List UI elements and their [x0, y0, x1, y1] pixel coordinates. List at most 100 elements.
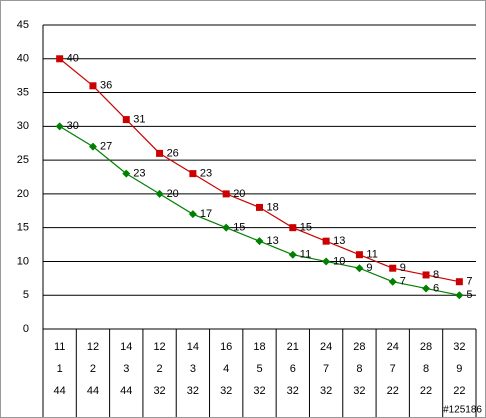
table-cell: 8 — [423, 363, 429, 375]
data-label: 13 — [267, 235, 279, 247]
table-cell: 7 — [390, 363, 396, 375]
data-label: 9 — [400, 262, 406, 274]
marker — [56, 55, 64, 63]
table-cell: 14 — [187, 341, 199, 353]
data-label: 13 — [333, 235, 345, 247]
table-cell: 22 — [387, 385, 399, 397]
y-tick-label: 35 — [17, 86, 29, 98]
table-cell: 3 — [123, 363, 129, 375]
y-tick-label: 15 — [17, 222, 29, 234]
table-cell: 6 — [290, 363, 296, 375]
y-tick-label: 45 — [17, 19, 29, 31]
table-cell: 32 — [220, 385, 232, 397]
marker — [122, 169, 131, 178]
table-cell: 18 — [253, 341, 265, 353]
marker — [189, 170, 197, 178]
table-cell: 7 — [323, 363, 329, 375]
table-cell: 11 — [54, 341, 65, 353]
table-cell: 32 — [320, 385, 332, 397]
table-cell: 2 — [157, 363, 163, 375]
marker — [222, 190, 230, 198]
y-tick-label: 5 — [23, 289, 29, 301]
table-cell: 14 — [120, 341, 132, 353]
table-cell: 16 — [220, 341, 232, 353]
marker — [256, 203, 263, 211]
table-cell: 1 — [57, 363, 63, 375]
table-cell: 8 — [356, 363, 362, 375]
table-cell: 28 — [353, 341, 365, 353]
table-cell: 44 — [120, 385, 132, 397]
data-label: 11 — [300, 249, 311, 261]
data-label: 7 — [400, 276, 406, 288]
y-tick-label: 25 — [17, 154, 29, 166]
table-cell: 21 — [287, 341, 299, 353]
marker — [155, 189, 164, 198]
data-label: 5 — [466, 289, 472, 301]
marker — [422, 271, 430, 279]
marker — [222, 223, 231, 232]
marker — [156, 149, 164, 157]
data-label: 18 — [267, 201, 279, 213]
y-tick-label: 0 — [23, 323, 29, 335]
table-cell: 32 — [253, 385, 265, 397]
data-label: 7 — [466, 276, 472, 288]
data-label: 26 — [167, 147, 179, 159]
watermark: #125186 — [443, 405, 482, 416]
table-cell: 28 — [420, 341, 432, 353]
data-label: 11 — [366, 249, 377, 261]
y-tick-label: 40 — [17, 53, 29, 65]
table-cell: 24 — [387, 341, 399, 353]
y-tick-label: 20 — [17, 188, 29, 200]
data-label: 23 — [200, 168, 212, 180]
table-cell: 32 — [353, 385, 365, 397]
marker — [455, 278, 463, 286]
data-label: 6 — [433, 282, 439, 294]
marker — [455, 291, 464, 300]
table-cell: 22 — [453, 385, 465, 397]
y-tick-label: 10 — [17, 255, 29, 267]
marker — [89, 82, 97, 90]
marker — [322, 257, 331, 266]
data-label: 17 — [200, 208, 212, 220]
data-label: 31 — [133, 113, 145, 125]
table-cell: 44 — [54, 385, 66, 397]
marker — [188, 210, 197, 219]
marker — [289, 224, 297, 232]
marker — [322, 237, 330, 245]
marker — [355, 264, 364, 273]
table-cell: 12 — [87, 341, 99, 353]
data-label: 20 — [233, 188, 245, 200]
table-cell: 22 — [420, 385, 432, 397]
table-cell: 12 — [153, 341, 165, 353]
marker — [388, 277, 397, 286]
data-label: 40 — [67, 53, 79, 65]
table-cell: 32 — [187, 385, 199, 397]
table-cell: 3 — [190, 363, 196, 375]
marker — [288, 250, 297, 259]
marker — [355, 251, 363, 259]
table-cell: 2 — [90, 363, 96, 375]
data-label: 8 — [433, 269, 439, 281]
marker — [422, 284, 431, 293]
table-cell: 24 — [320, 341, 332, 353]
marker — [122, 116, 130, 124]
marker — [389, 264, 397, 272]
table-cell: 32 — [287, 385, 299, 397]
data-label: 10 — [333, 255, 345, 267]
data-label: 9 — [366, 262, 372, 274]
data-label: 20 — [167, 188, 179, 200]
table-cell: 5 — [256, 363, 262, 375]
data-label: 15 — [233, 222, 245, 234]
data-label: 15 — [300, 222, 312, 234]
marker — [55, 122, 64, 131]
marker — [255, 237, 264, 246]
marker — [88, 142, 97, 151]
table-cell: 32 — [153, 385, 165, 397]
table-cell: 32 — [453, 341, 465, 353]
data-label: 27 — [100, 141, 112, 153]
data-label: 23 — [133, 168, 145, 180]
table-cell: 4 — [223, 363, 229, 375]
data-label: 30 — [67, 120, 79, 132]
table-cell: 9 — [456, 363, 462, 375]
